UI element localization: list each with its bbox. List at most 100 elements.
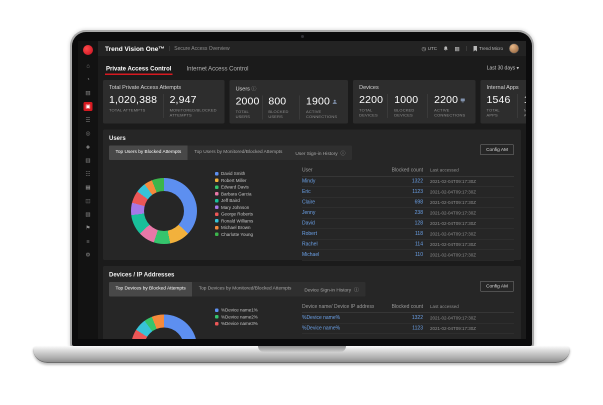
- tab-top-users-blocked[interactable]: Top Users by Blocked Attempts: [109, 145, 188, 160]
- laptop-base-notch: [257, 346, 346, 352]
- devices-config-button[interactable]: Config AM: [480, 281, 514, 292]
- device-link[interactable]: %Device name%: [302, 325, 341, 332]
- tab-user-signin-history[interactable]: User Sign-in History ⓘ: [295, 151, 346, 157]
- user-link[interactable]: David: [302, 220, 315, 227]
- laptop-screen: ⌂ ◔ ▤ ▣ ☰ ◎ ◈ ▥ ☷ ▦ ◫ ▧ ⚑ ≡ ⚙ Trend V: [78, 41, 526, 339]
- device-link[interactable]: %Device name%: [302, 315, 341, 321]
- table-row: Jenny 238 2021-02-04T09:17:30Z: [302, 208, 514, 219]
- legend-label: %Device name2%: [221, 314, 258, 320]
- legend-label: Michael Brown: [221, 225, 251, 230]
- legend-item: Barbara Garcia: [215, 191, 253, 196]
- stat-value: 1336: [524, 94, 526, 106]
- devices-panel-tabs: Top Devices by Blocked Attempts Top Devi…: [109, 282, 366, 297]
- legend-item: George Roberts: [215, 212, 253, 217]
- sidebar-icon-integrations[interactable]: ⚑: [85, 224, 91, 231]
- card-devices: Devices 2200 TOTAL DEVICES 1000 BLOCKED …: [353, 80, 476, 124]
- legend-item: Edward Davis: [215, 185, 253, 190]
- sidebar-icon-reports[interactable]: ▤: [85, 89, 91, 96]
- sidebar-icon-home[interactable]: ⌂: [86, 62, 90, 69]
- account-menu[interactable]: Trend Micro: [473, 45, 503, 52]
- sidebar-icon-settings[interactable]: ⚙: [85, 251, 91, 258]
- col-last-accessed: Last accessed: [430, 304, 459, 309]
- card-total-private-access-attempts: Total Private Access Attempts 1,020,388 …: [103, 80, 225, 124]
- product-title: Trend Vision One™: [105, 44, 165, 53]
- col-last-accessed: Last accessed: [430, 167, 459, 173]
- user-link[interactable]: Robert: [302, 231, 318, 237]
- grid-icon: ▦: [454, 45, 460, 52]
- stat-label: BLOCKED DEVICES: [394, 108, 415, 118]
- stat-total-attempts: 1,020,388 TOTAL ATTEMPTS: [109, 94, 163, 118]
- apps-grid-button[interactable]: ▦: [455, 45, 460, 52]
- sidebar-icon-search[interactable]: ◎: [85, 130, 91, 137]
- sidebar-icon-identity[interactable]: ◫: [85, 197, 91, 204]
- users-config-button[interactable]: Config AM: [480, 144, 514, 155]
- users-donut-legend: David Smith Robert Miller Edward Davis B…: [215, 171, 253, 237]
- legend-label: Edward Davis: [221, 184, 249, 190]
- device-icon: [460, 98, 465, 103]
- user-link[interactable]: Mindy: [302, 178, 316, 185]
- tab-private-access-control[interactable]: Private Access Control: [105, 61, 173, 77]
- sidebar-icon-threat-intel[interactable]: ◈: [85, 143, 91, 150]
- stat-label: TOTAL DEVICES: [359, 108, 378, 118]
- sidebar-icon-workbench[interactable]: ☰: [85, 116, 91, 123]
- legend-label: Jeff Baird: [221, 198, 240, 203]
- card-title: Total Private Access Attempts: [109, 84, 182, 91]
- summary-cards-row: Total Private Access Attempts 1,020,388 …: [103, 80, 526, 124]
- legend-label: Mary Johnson: [221, 204, 250, 210]
- user-avatar[interactable]: [509, 43, 519, 54]
- stat-value: 2000: [235, 95, 260, 108]
- tab-top-devices-monitored-blocked[interactable]: Top Devices by Monitored/Blocked Attempt…: [198, 285, 292, 292]
- info-icon[interactable]: ⓘ: [251, 86, 257, 93]
- sidebar-icon-secure-access[interactable]: ▣: [83, 102, 93, 111]
- table-row: David 128 2021-02-04T09:17:30Z: [302, 218, 514, 229]
- notifications-button[interactable]: [443, 46, 449, 52]
- stat-blocked-users: 800 BLOCKED USERS: [261, 95, 300, 120]
- user-link[interactable]: Michael: [302, 252, 320, 258]
- devices-panel-title: Devices / IP Addresses: [109, 271, 175, 278]
- legend-item: Robert Miller: [215, 178, 253, 183]
- utc-label: UTC: [427, 46, 438, 51]
- stat-value: 2200: [359, 94, 384, 106]
- legend-bullet: [215, 225, 219, 230]
- devices-table-header: Device name/ Device IP address Blocked c…: [302, 302, 514, 313]
- users-table: User Blocked count Last accessed Mindy 13…: [302, 165, 514, 261]
- legend-bullet: [215, 178, 219, 182]
- legend-bullet: [215, 315, 219, 319]
- sidebar-icon-applications[interactable]: ▧: [85, 211, 91, 218]
- stat-label: BLOCKED USERS: [268, 109, 289, 120]
- webcam-dot: [301, 35, 304, 38]
- legend-bullet: [215, 171, 219, 176]
- stat-monitored-blocked-apps: 1336 MONITORED/BLOCKED APPS: [517, 94, 526, 118]
- stat-total-devices: 2200 TOTAL DEVICES: [359, 94, 388, 118]
- utc-clock-button[interactable]: ◷ UTC: [421, 45, 437, 52]
- blocked-count: 238: [414, 210, 423, 216]
- user-link[interactable]: Claire: [302, 199, 316, 206]
- user-link[interactable]: Rachel: [302, 241, 318, 248]
- col-device-name: Device name/ Device IP address: [302, 303, 374, 310]
- col-blocked-count: Blocked count: [391, 303, 423, 310]
- sidebar-icon-inventory[interactable]: ▥: [85, 157, 91, 164]
- sidebar-icon-network[interactable]: ☷: [85, 170, 91, 177]
- legend-bullet: [215, 232, 219, 236]
- user-link[interactable]: Eric: [302, 189, 311, 195]
- legend-label: Robert Miller: [221, 177, 247, 183]
- legend-item: Mary Johnson: [215, 205, 253, 210]
- tab-internet-access-control[interactable]: Internet Access Control: [186, 65, 249, 72]
- donut-hole: [144, 327, 184, 339]
- bookmark-icon: [473, 45, 478, 52]
- sidebar-icon-audit[interactable]: ≡: [86, 238, 90, 245]
- blocked-count: 1322: [411, 315, 423, 321]
- legend-item: %Device name1%: [215, 308, 258, 313]
- card-title: Internal Apps: [486, 84, 519, 91]
- last-accessed: 2021-02-04T09:17:30Z: [430, 231, 477, 237]
- tab-top-devices-blocked[interactable]: Top Devices by Blocked Attempts: [109, 282, 193, 297]
- legend-item: %Device name2%: [215, 314, 258, 319]
- sidebar-icon-dashboards[interactable]: ◔: [86, 76, 90, 83]
- tab-device-signin-history[interactable]: Device Sign-in History ⓘ: [304, 287, 359, 294]
- time-range-dropdown[interactable]: Last 30 days ▾: [486, 65, 519, 72]
- devices-donut-legend: %Device name1% %Device name2% %Device na…: [215, 308, 258, 326]
- sidebar-icon-endpoints[interactable]: ▦: [85, 184, 91, 191]
- user-link[interactable]: Jenny: [302, 210, 316, 216]
- blocked-count: 128: [414, 220, 423, 227]
- tab-top-users-monitored-blocked[interactable]: Top Users by Monitored/Blocked Attempts: [194, 149, 283, 155]
